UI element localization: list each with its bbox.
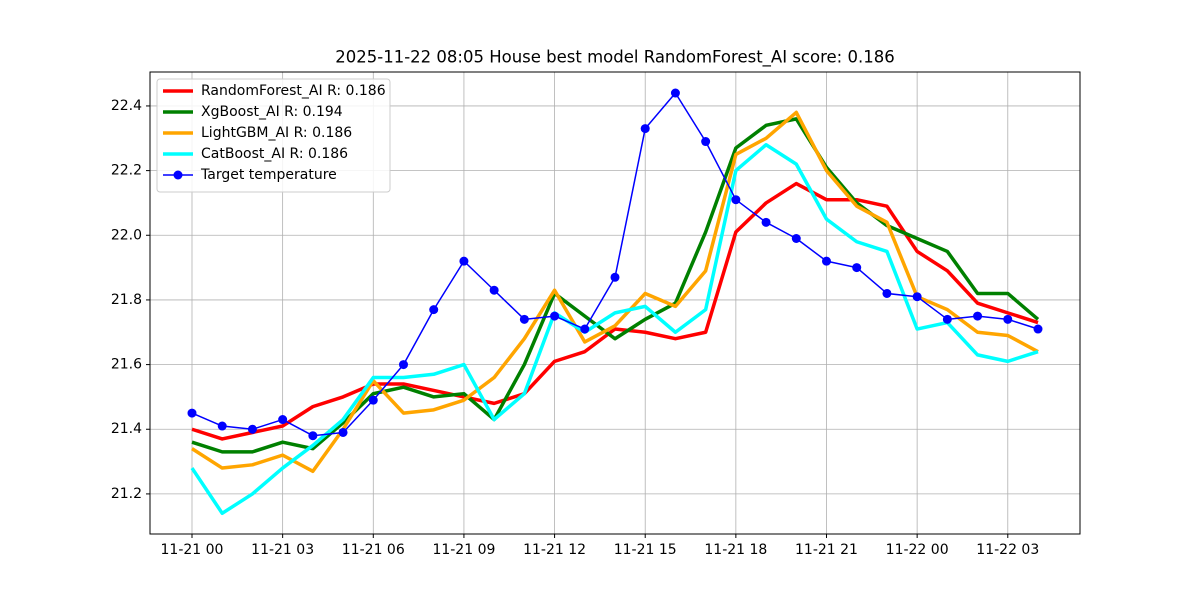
y-tick-label: 21.4: [111, 421, 142, 437]
data-point: [338, 427, 348, 437]
data-point: [912, 292, 922, 302]
data-point: [701, 137, 711, 147]
data-point: [640, 124, 650, 134]
data-point: [550, 311, 560, 321]
legend-marker: [173, 170, 183, 180]
data-point: [278, 415, 288, 425]
legend-label: Target temperature: [200, 167, 337, 183]
data-point: [670, 88, 680, 98]
legend-label: RandomForest_AI R: 0.186: [201, 83, 386, 99]
data-point: [822, 256, 831, 266]
series-line: [190, 142, 1039, 516]
data-point: [187, 408, 197, 418]
y-tick-label: 21.6: [111, 357, 142, 373]
y-tick-label: 22.0: [111, 227, 142, 243]
data-point: [761, 217, 771, 227]
y-tick-label: 21.2: [111, 486, 142, 502]
data-point: [308, 431, 318, 441]
data-point: [942, 314, 952, 324]
data-point: [731, 195, 741, 205]
data-point: [852, 263, 862, 273]
data-point: [1033, 324, 1043, 334]
data-point: [459, 256, 469, 266]
y-tick-label: 21.8: [111, 292, 142, 308]
data-point: [791, 234, 801, 244]
data-point: [1003, 314, 1013, 324]
x-tick-label: 11-21 15: [614, 542, 677, 558]
y-tick-label: 22.4: [111, 98, 142, 114]
x-tick-label: 11-21 12: [523, 542, 586, 558]
data-point: [247, 424, 257, 434]
legend-label: LightGBM_AI R: 0.186: [201, 125, 352, 141]
data-point: [882, 288, 892, 298]
x-tick-label: 11-21 21: [795, 542, 858, 558]
data-point: [429, 305, 439, 315]
chart-title: 2025-11-22 08:05 House best model Random…: [335, 48, 894, 68]
x-tick-label: 11-21 09: [432, 542, 495, 558]
series-line: [191, 181, 1039, 441]
legend: RandomForest_AI R: 0.186 XgBoost_AI R: 0.…: [156, 78, 391, 193]
x-tick-label: 11-22 03: [976, 542, 1039, 558]
data-point: [519, 314, 529, 324]
data-point: [217, 421, 227, 431]
x-tick-label: 11-21 00: [161, 542, 224, 558]
x-tick-label: 11-21 06: [342, 542, 405, 558]
data-point: [489, 285, 499, 295]
data-point: [368, 395, 378, 405]
x-tick-label: 11-22 00: [886, 542, 949, 558]
legend-label: CatBoost_AI R: 0.186: [201, 146, 348, 162]
data-point: [973, 311, 983, 321]
data-point: [399, 360, 408, 370]
plot-frame: [149, 71, 1081, 535]
series-line: [191, 117, 1040, 454]
data-point: [610, 272, 620, 282]
legend-label: XgBoost_AI R: 0.194: [201, 104, 343, 120]
legend-box: [156, 78, 391, 193]
data-point: [580, 324, 590, 334]
x-tick-label: 11-21 18: [704, 542, 767, 558]
x-tick-label: 11-21 03: [251, 542, 314, 558]
series-line: [191, 110, 1039, 474]
y-tick-label: 22.2: [111, 163, 142, 179]
